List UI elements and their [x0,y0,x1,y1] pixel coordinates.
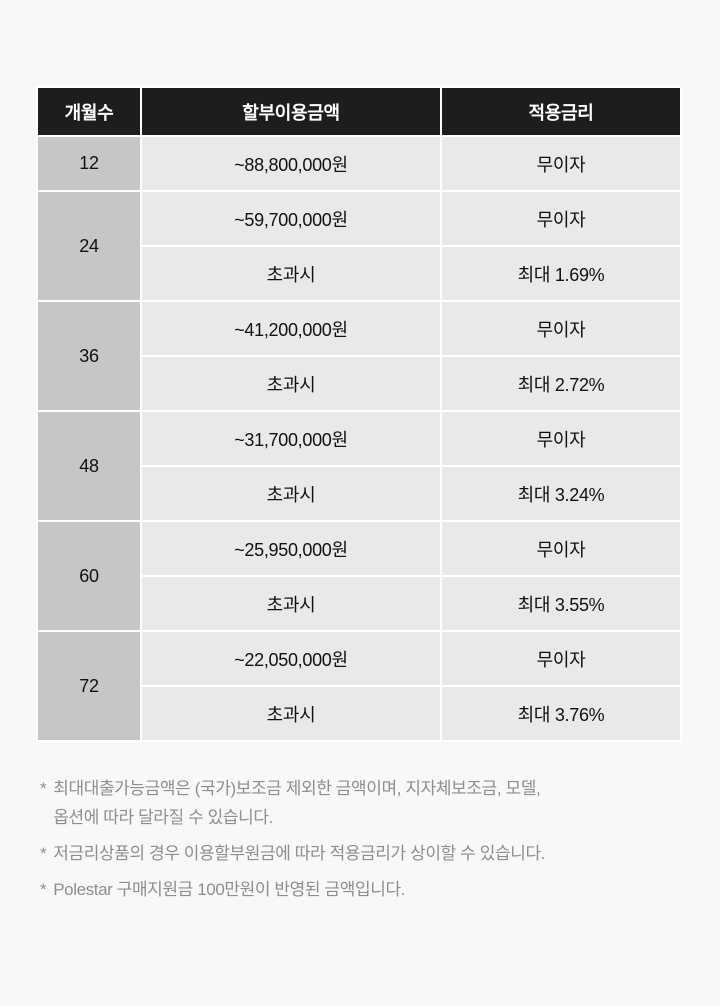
rate-cell: 무이자 [442,412,680,465]
header-months: 개월수 [38,88,140,135]
rate-cell: 최대 3.55% [442,577,680,630]
rate-cell: 무이자 [442,137,680,190]
amount-cell: 초과시 [142,247,440,300]
rate-cell: 무이자 [442,192,680,245]
months-cell: 12 [38,137,140,190]
footnote-item: * 최대대출가능금액은 (국가)보조금 제외한 금액이며, 지자체보조금, 모델… [40,774,690,832]
rate-cell: 최대 1.69% [442,247,680,300]
asterisk-marker: * [40,880,47,899]
table-row: 초과시 최대 3.76% [38,687,680,740]
footnote-text: Polestar 구매지원금 100만원이 반영된 금액입니다. [53,875,690,904]
amount-cell: ~22,050,000원 [142,632,440,685]
months-cell: 24 [38,192,140,300]
rate-cell: 무이자 [442,632,680,685]
months-cell: 60 [38,522,140,630]
footnote-item: * 저금리상품의 경우 이용할부원금에 따라 적용금리가 상이할 수 있습니다. [40,839,690,868]
table-row: 초과시 최대 3.55% [38,577,680,630]
amount-cell: ~59,700,000원 [142,192,440,245]
amount-cell: ~31,700,000원 [142,412,440,465]
rate-cell: 무이자 [442,522,680,575]
table-row: 초과시 최대 1.69% [38,247,680,300]
table-row: 24 ~59,700,000원 무이자 [38,192,680,300]
footnote-line: 옵션에 따라 달라질 수 있습니다. [53,808,273,827]
header-amount: 할부이용금액 [142,88,440,135]
table-row: 초과시 최대 3.24% [38,467,680,520]
months-cell: 48 [38,412,140,520]
footnote-line: 저금리상품의 경우 이용할부원금에 따라 적용금리가 상이할 수 있습니다. [53,844,546,863]
installment-table-wrap: 개월수 할부이용금액 적용금리 12 ~88,800,000원 무이자 24 ~… [36,86,682,742]
months-cell: 36 [38,302,140,410]
rate-cell: 최대 3.24% [442,467,680,520]
footnote-line: 최대대출가능금액은 (국가)보조금 제외한 금액이며, 지자체보조금, 모델, [53,779,541,798]
rate-cell: 무이자 [442,302,680,355]
table-row: 12 ~88,800,000원 무이자 [38,137,680,190]
rate-cell: 최대 2.72% [442,357,680,410]
table-row: 60 ~25,950,000원 무이자 [38,522,680,630]
footnote-line: Polestar 구매지원금 100만원이 반영된 금액입니다. [53,880,406,899]
table-row: 초과시 최대 2.72% [38,357,680,410]
amount-cell: ~88,800,000원 [142,137,440,190]
amount-cell: 초과시 [142,357,440,410]
asterisk-marker: * [40,779,47,798]
amount-cell: ~41,200,000원 [142,302,440,355]
footnotes: * 최대대출가능금액은 (국가)보조금 제외한 금액이며, 지자체보조금, 모델… [40,774,690,911]
header-rate: 적용금리 [442,88,680,135]
table-row: 48 ~31,700,000원 무이자 [38,412,680,520]
amount-cell: 초과시 [142,687,440,740]
asterisk-marker: * [40,844,47,863]
footnote-item: * Polestar 구매지원금 100만원이 반영된 금액입니다. [40,875,690,904]
rate-cell: 최대 3.76% [442,687,680,740]
table-row: 72 ~22,050,000원 무이자 [38,632,680,740]
amount-cell: ~25,950,000원 [142,522,440,575]
footnote-text: 저금리상품의 경우 이용할부원금에 따라 적용금리가 상이할 수 있습니다. [53,839,690,868]
table-header-row: 개월수 할부이용금액 적용금리 [38,88,680,135]
installment-table: 개월수 할부이용금액 적용금리 12 ~88,800,000원 무이자 24 ~… [36,86,682,742]
footnote-text: 최대대출가능금액은 (국가)보조금 제외한 금액이며, 지자체보조금, 모델, … [53,774,690,832]
amount-cell: 초과시 [142,577,440,630]
table-row: 36 ~41,200,000원 무이자 [38,302,680,410]
amount-cell: 초과시 [142,467,440,520]
months-cell: 72 [38,632,140,740]
